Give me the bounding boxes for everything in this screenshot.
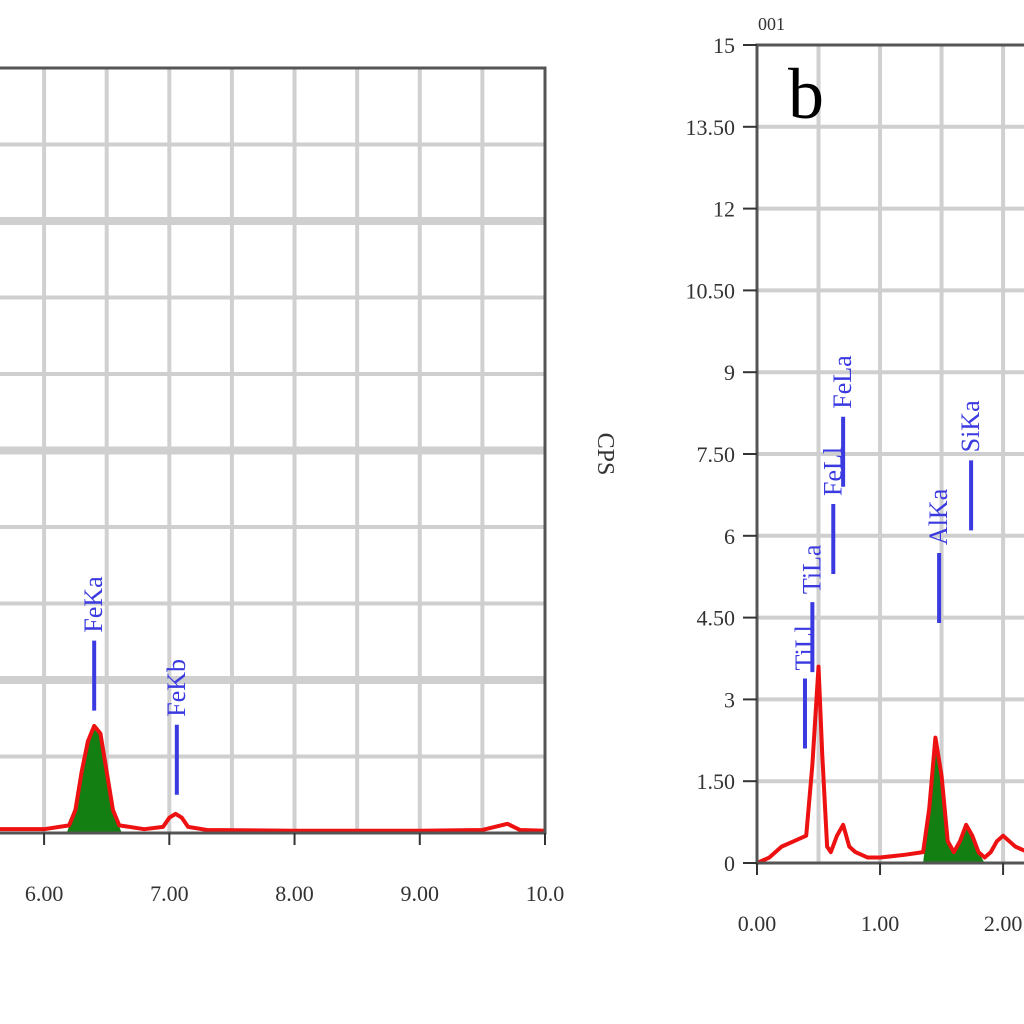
peak-label: FeLa [828, 355, 857, 409]
peak-label: TiLl [790, 625, 819, 670]
y-tick-label: 10.50 [686, 278, 736, 303]
peak-label: AlKa [924, 488, 953, 545]
y-axis-title: CPS [592, 433, 618, 476]
y-tick-label: 7.50 [697, 442, 736, 467]
series-red-spectrum-line [756, 664, 1024, 865]
panel-letter: b [788, 54, 824, 134]
peak-label: FeKb [162, 659, 191, 717]
x-tick-label: 2.00 [984, 911, 1023, 936]
series-red-spectrum-line [0, 723, 546, 833]
y-tick-label: 6 [724, 524, 735, 549]
x-tick-label: 7.00 [150, 881, 189, 906]
x-tick-label: 0.00 [738, 911, 777, 936]
peak-label: FeKa [79, 576, 108, 633]
y-tick-label: 12 [713, 197, 735, 222]
x-tick-label: 8.00 [275, 881, 314, 906]
plot-frame [0, 66, 547, 835]
y-tick-label: 15 [713, 33, 735, 58]
peak-label: SiKa [956, 400, 985, 452]
x-tick-label: 1.00 [861, 911, 900, 936]
y-tick-label: 3 [724, 687, 735, 712]
peak-label: TiLa [797, 544, 826, 594]
y-tick-label: 4.50 [697, 606, 736, 631]
x-tick-label: 10.0 [526, 881, 565, 906]
series-green-peak-area [66, 725, 122, 833]
y-tick-label: 13.50 [686, 115, 736, 140]
y-tick-label: 0 [724, 851, 735, 876]
x-tick-label: 9.00 [401, 881, 440, 906]
chart-panel-1: FeKa FeKb 6.00 7.00 8.00 9.00 10.0 [0, 66, 565, 906]
y-tick-label: 1.50 [697, 769, 736, 794]
y-tick-label: 9 [724, 360, 735, 385]
x-tick-label: 6.00 [25, 881, 64, 906]
corner-label: 001 [758, 14, 785, 34]
